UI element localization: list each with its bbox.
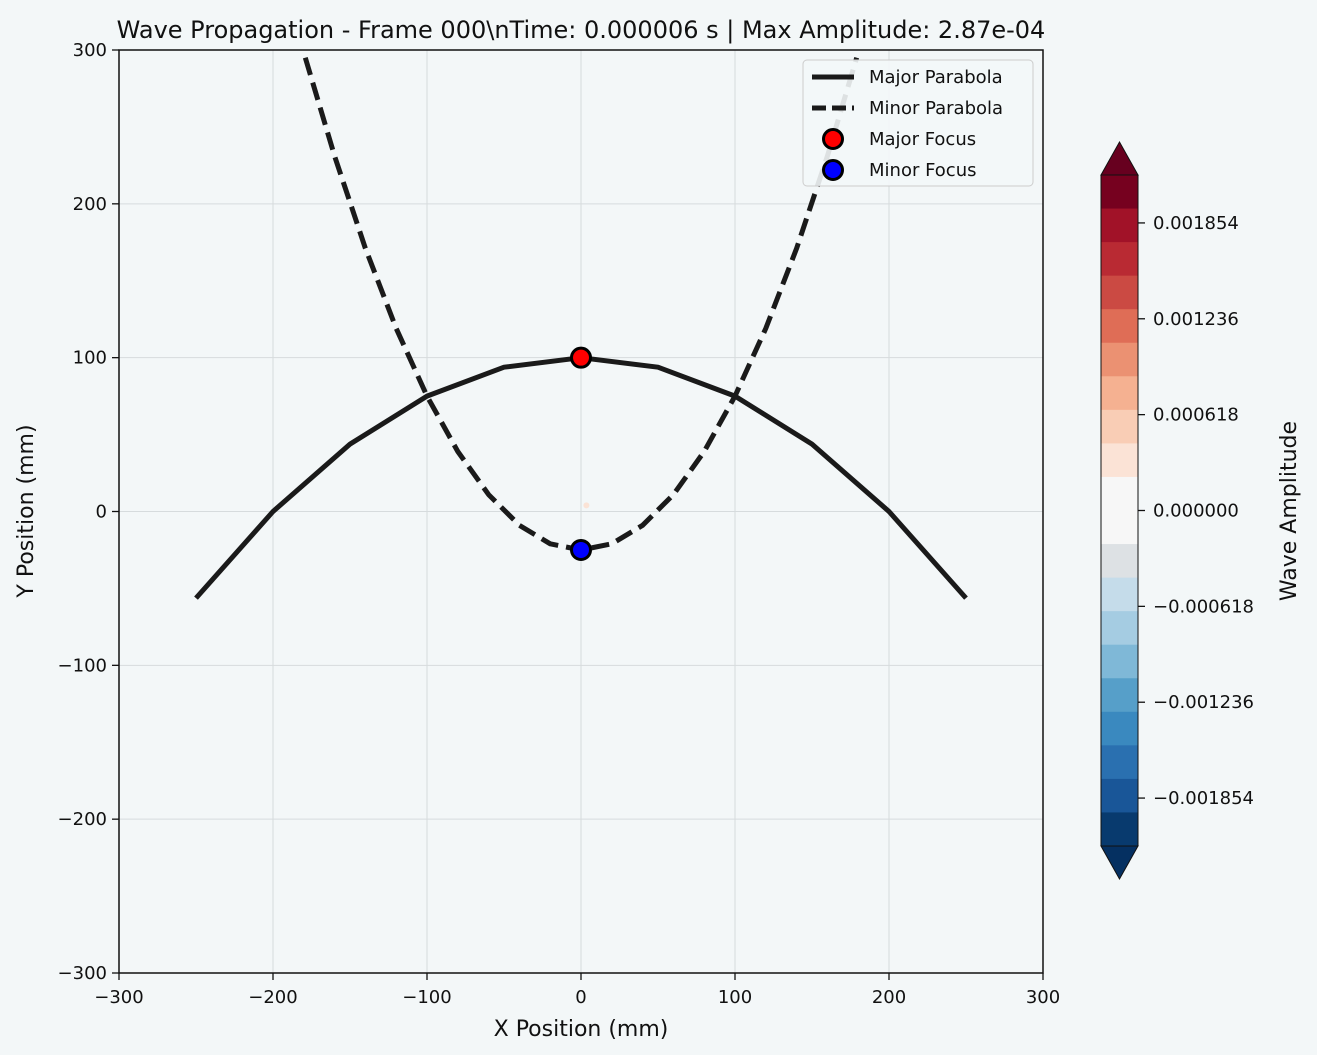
colorbar-tick-label: 0.000000	[1153, 501, 1239, 522]
series-layer	[194, 56, 968, 600]
y-tick-label: 100	[73, 348, 107, 369]
x-tick-label: 100	[718, 987, 752, 1008]
colorbar-extend-bottom	[1100, 845, 1139, 881]
axis-ticks: −300 −200 −100 0 100 200 300 −300 −200 −100 0 100 20…	[58, 40, 1061, 1008]
colorbar-band	[1101, 544, 1138, 579]
colorbar-band	[1101, 678, 1138, 713]
colorbar-tick-label: −0.001236	[1153, 692, 1254, 713]
x-tick-label: −200	[248, 987, 297, 1008]
colorbar-band	[1101, 476, 1138, 512]
colorbar-band	[1101, 175, 1138, 210]
x-tick-label: 200	[872, 987, 906, 1008]
legend: Major Parabola Minor Parabola Major Focus M…	[802, 59, 1034, 187]
y-tick-label: 0	[96, 502, 107, 523]
colorbar-band	[1101, 309, 1138, 344]
legend-label: Major Focus	[869, 129, 976, 150]
colorbar-band	[1101, 745, 1138, 780]
colorbar-band	[1101, 208, 1138, 243]
colorbar-band	[1101, 242, 1138, 277]
legend-label: Minor Parabola	[869, 98, 1003, 119]
colorbar-band	[1101, 812, 1138, 847]
colorbar-band	[1101, 577, 1138, 612]
y-tick-label: −100	[58, 655, 107, 676]
colorbar-band	[1101, 443, 1138, 478]
colorbar-tick-label: 0.000618	[1153, 405, 1239, 426]
colorbar-band	[1101, 275, 1138, 310]
colorbar-band	[1101, 409, 1138, 444]
legend-swatch	[822, 128, 844, 150]
y-tick-label: 200	[73, 194, 107, 215]
colorbar-tick-label: 0.001236	[1153, 309, 1239, 330]
colorbar: 0.001854 0.001236 0.000618 0.000000 −0.00061…	[1100, 140, 1254, 881]
y-tick-label: 300	[73, 40, 107, 61]
chart-title: Wave Propagation - Frame 000\nTime: 0.00…	[117, 16, 1046, 44]
colorbar-tick-label: −0.001854	[1153, 788, 1254, 809]
x-tick-label: −300	[94, 987, 143, 1008]
colorbar-band	[1101, 510, 1138, 545]
legend-box	[802, 59, 1034, 187]
colorbar-band	[1101, 376, 1138, 411]
colorbar-band	[1101, 342, 1138, 377]
colorbar-band	[1101, 611, 1138, 646]
x-tick-label: 300	[1026, 987, 1060, 1008]
y-tick-label: −200	[58, 809, 107, 830]
colorbar-band	[1101, 778, 1138, 814]
wave-source-speck	[583, 502, 590, 509]
minor-focus-marker	[570, 538, 592, 561]
colorbar-band	[1101, 711, 1138, 746]
y-tick-label: −300	[58, 963, 107, 984]
x-tick-label: 0	[575, 987, 586, 1008]
colorbar-extend-top	[1100, 140, 1139, 176]
colorbar-tick-label: 0.001854	[1153, 213, 1239, 234]
legend-label: Minor Focus	[869, 160, 976, 181]
x-tick-label: −100	[402, 987, 451, 1008]
x-axis-label: X Position (mm)	[494, 1017, 669, 1042]
colorbar-band	[1101, 644, 1138, 679]
major-focus-marker	[570, 346, 592, 369]
colorbar-tick-label: −0.000618	[1153, 596, 1254, 617]
grid	[118, 49, 1044, 974]
legend-label: Major Parabola	[869, 67, 1003, 88]
legend-swatch	[822, 159, 844, 181]
y-axis-label: Y Position (mm)	[14, 424, 39, 598]
colorbar-label: Wave Amplitude	[1277, 421, 1302, 601]
